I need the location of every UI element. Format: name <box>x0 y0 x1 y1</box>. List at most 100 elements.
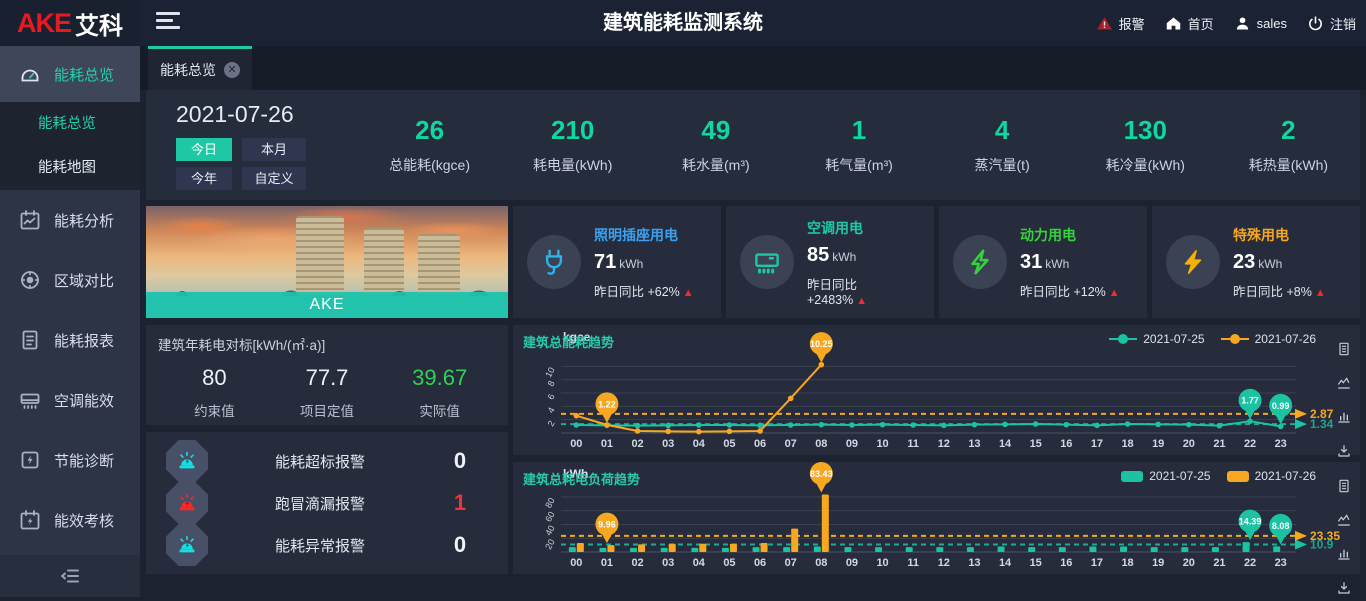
sidebar-item-1[interactable]: 能耗总览 <box>0 46 140 102</box>
filter-button-今年[interactable]: 今年 <box>176 167 232 190</box>
alarm-button[interactable]: 报警 <box>1096 14 1145 33</box>
line-switch-icon[interactable] <box>1336 512 1352 533</box>
legend-label: 2021-07-25 <box>1149 469 1210 483</box>
svg-text:20: 20 <box>1183 557 1195 569</box>
svg-text:14.39: 14.39 <box>1239 517 1262 527</box>
svg-text:04: 04 <box>693 438 706 450</box>
svg-text:05: 05 <box>723 557 735 569</box>
legend-entry[interactable]: 2021-07-26 <box>1221 332 1316 346</box>
svg-text:13: 13 <box>968 557 980 569</box>
sidebar-menu: 能耗总览能耗总览能耗地图能耗分析区域对比能耗报表空调能效节能诊断能效考核 <box>0 46 140 550</box>
user-icon <box>1234 15 1251 32</box>
legend-entry[interactable]: 2021-07-25 <box>1121 469 1210 483</box>
filter-button-自定义[interactable]: 自定义 <box>242 167 306 190</box>
legend-entry[interactable]: 2021-07-26 <box>1227 469 1316 483</box>
download-icon[interactable] <box>1336 580 1352 601</box>
svg-text:02: 02 <box>631 557 643 569</box>
siren-icon <box>166 482 208 524</box>
svg-text:21: 21 <box>1213 438 1225 450</box>
svg-text:8.08: 8.08 <box>1272 521 1290 531</box>
svg-text:2: 2 <box>546 419 557 428</box>
sidebar-collapse-button[interactable] <box>0 555 140 597</box>
svg-text:00: 00 <box>570 438 582 450</box>
siren-icon <box>166 524 208 566</box>
svg-text:22: 22 <box>1244 438 1256 450</box>
logout-button[interactable]: 注销 <box>1307 14 1356 33</box>
svg-text:80: 80 <box>543 496 557 510</box>
svg-text:10: 10 <box>876 438 888 450</box>
gauge-icon <box>18 62 42 86</box>
stat-label: 耗气量(m³) <box>787 155 930 175</box>
sidebar-item-label: 区域对比 <box>54 270 114 291</box>
chart-legend: 2021-07-25 2021-07-26 <box>1109 332 1316 346</box>
building-tower <box>296 216 344 294</box>
usage-card-title: 特殊用电 <box>1233 225 1326 245</box>
report-icon <box>18 328 42 352</box>
usage-card-compare: 昨日同比 +8%▲ <box>1233 281 1326 300</box>
svg-text:18: 18 <box>1121 438 1133 450</box>
svg-text:19: 19 <box>1152 557 1164 569</box>
submenu-item-1[interactable]: 能耗总览 <box>0 102 140 146</box>
up-arrow-icon: ▲ <box>1109 287 1120 299</box>
bar-switch-icon[interactable] <box>1336 546 1352 567</box>
alarm-label: 能耗超标报警 <box>208 451 432 472</box>
line-switch-icon[interactable] <box>1336 375 1352 396</box>
sidebar-item-label: 能耗分析 <box>54 210 114 231</box>
legend-label: 2021-07-26 <box>1255 332 1316 346</box>
legend-entry[interactable]: 2021-07-25 <box>1109 332 1204 346</box>
usage-card-compare: 昨日同比 +62%▲ <box>594 281 694 300</box>
tab-close-icon[interactable]: ✕ <box>224 62 240 78</box>
user-button[interactable]: sales <box>1234 15 1287 32</box>
stat-value: 4 <box>931 115 1074 146</box>
usage-card-compare: 昨日同比 +2483%▲ <box>807 274 920 307</box>
sidebar-item-5[interactable]: 空调能效 <box>0 370 140 430</box>
data-view-icon[interactable] <box>1336 341 1352 362</box>
svg-text:06: 06 <box>754 438 766 450</box>
up-arrow-icon: ▲ <box>1315 287 1326 299</box>
stat-label: 耗冷量(kWh) <box>1074 155 1217 175</box>
accard-icon <box>740 235 794 289</box>
svg-text:14: 14 <box>999 557 1012 569</box>
topbar-actions: 报警 首页 sales 注销 <box>1096 0 1356 46</box>
svg-text:8: 8 <box>546 379 557 388</box>
sidebar-item-2[interactable]: 能耗分析 <box>0 190 140 250</box>
download-icon[interactable] <box>1336 443 1352 464</box>
stat-label: 耗水量(m³) <box>644 155 787 175</box>
svg-text:21: 21 <box>1213 557 1225 569</box>
data-view-icon[interactable] <box>1336 478 1352 499</box>
svg-text:12: 12 <box>938 557 950 569</box>
svg-text:07: 07 <box>785 438 797 450</box>
svg-text:14: 14 <box>999 438 1012 450</box>
svg-text:18: 18 <box>1121 557 1133 569</box>
filter-button-本月[interactable]: 本月 <box>242 138 306 161</box>
svg-text:12: 12 <box>938 438 950 450</box>
filter-button-今日[interactable]: 今日 <box>176 138 232 161</box>
alarm-label: 能耗异常报警 <box>208 535 432 556</box>
sidebar-submenu: 能耗总览能耗地图 <box>0 102 140 190</box>
sidebar-item-3[interactable]: 区域对比 <box>0 250 140 310</box>
alarm-count: 1 <box>432 490 488 516</box>
sidebar-item-6[interactable]: 节能诊断 <box>0 430 140 490</box>
tab-energy-overview[interactable]: 能耗总览 ✕ <box>148 46 252 90</box>
submenu-item-2[interactable]: 能耗地图 <box>0 146 140 190</box>
sidebar-item-4[interactable]: 能耗报表 <box>0 310 140 370</box>
bar-switch-icon[interactable] <box>1336 409 1352 430</box>
sidebar-item-7[interactable]: 能效考核 <box>0 490 140 550</box>
home-button[interactable]: 首页 <box>1165 14 1214 33</box>
